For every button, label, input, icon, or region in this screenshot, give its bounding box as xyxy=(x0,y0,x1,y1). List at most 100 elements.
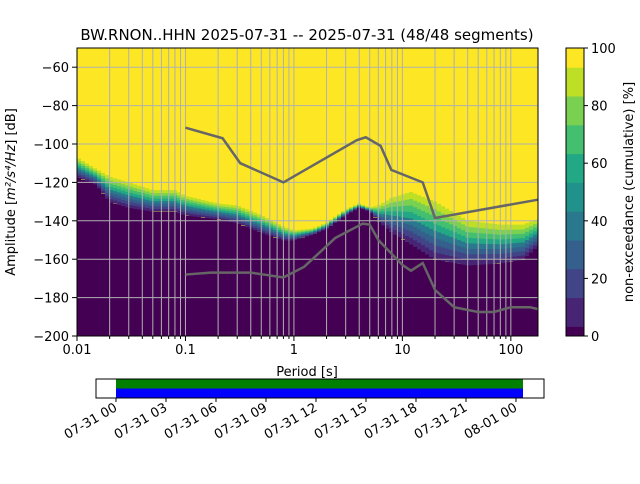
ppsd-cell xyxy=(301,235,305,237)
ppsd-cell xyxy=(529,240,533,245)
coverage-tick-label: 07-31 03 xyxy=(112,400,170,442)
x-tick-label: 100 xyxy=(498,343,523,358)
ppsd-column-0pct xyxy=(297,238,301,336)
ppsd-cell xyxy=(201,208,205,212)
ppsd-cell xyxy=(305,232,309,234)
ppsd-column-0pct xyxy=(161,212,165,336)
ppsd-cell xyxy=(201,212,205,216)
ppsd-cell xyxy=(397,226,401,232)
ppsd-cell xyxy=(81,167,85,171)
ppsd-cell xyxy=(289,231,293,234)
ppsd-cell xyxy=(517,251,521,256)
ppsd-cell xyxy=(117,198,121,202)
ppsd-cell xyxy=(297,230,301,233)
ppsd-column-0pct xyxy=(257,232,261,336)
ppsd-cell xyxy=(245,209,249,213)
ppsd-cell xyxy=(465,220,469,227)
ppsd-column-0pct xyxy=(125,206,129,336)
ppsd-cell xyxy=(421,210,425,218)
ppsd-cell xyxy=(221,207,225,211)
ppsd-column-0pct xyxy=(473,264,477,336)
ppsd-cell xyxy=(429,228,433,236)
ppsd-cell xyxy=(93,168,97,171)
ppsd-cell xyxy=(81,170,85,173)
ppsd-cell xyxy=(393,206,397,212)
ppsd-cell xyxy=(373,215,377,218)
ppsd-cell xyxy=(369,208,373,210)
ppsd-column-0pct xyxy=(337,220,341,336)
ppsd-cell xyxy=(313,229,317,232)
ppsd-cell xyxy=(157,208,161,212)
ppsd-cell xyxy=(273,227,277,231)
ppsd-cell xyxy=(221,215,225,219)
ppsd-cell xyxy=(517,255,521,261)
colorbar-segment xyxy=(566,240,584,251)
ppsd-cell xyxy=(397,195,401,202)
ppsd-cell xyxy=(321,224,325,226)
ppsd-cell xyxy=(301,230,305,232)
ppsd-cell xyxy=(397,216,401,222)
y-tick-label: −80 xyxy=(42,100,69,115)
ppsd-column-0pct xyxy=(153,212,157,336)
ppsd-cell xyxy=(313,231,317,233)
ppsd-cell xyxy=(449,230,453,238)
ppsd-cell xyxy=(337,216,341,218)
ppsd-cell xyxy=(529,236,533,242)
coverage-tick-label: 07-31 21 xyxy=(412,400,470,442)
ppsd-cell xyxy=(465,253,469,260)
ppsd-cell xyxy=(189,211,193,214)
ppsd-cell xyxy=(461,235,465,242)
ppsd-column-0pct xyxy=(245,226,249,336)
ppsd-cell xyxy=(301,229,305,231)
ppsd-cell xyxy=(105,178,109,182)
ppsd-cell xyxy=(257,214,261,217)
ppsd-cell xyxy=(517,237,521,243)
ppsd-cell xyxy=(125,184,129,189)
ppsd-cell xyxy=(89,178,93,181)
ppsd-cell xyxy=(469,232,473,239)
ppsd-cell xyxy=(505,243,509,249)
ppsd-cell xyxy=(317,226,321,228)
ppsd-cell xyxy=(169,203,173,207)
ppsd-column-0pct xyxy=(109,202,113,336)
ppsd-cell xyxy=(77,168,81,171)
ppsd-cell xyxy=(81,161,85,164)
ppsd-cell xyxy=(493,238,497,245)
ppsd-cell xyxy=(217,207,221,210)
ppsd-column-0pct xyxy=(177,212,181,336)
ppsd-cell xyxy=(309,234,313,236)
ppsd-cell xyxy=(225,214,229,218)
ppsd-column-0pct xyxy=(501,262,505,336)
ppsd-cell xyxy=(521,254,525,260)
ppsd-cell xyxy=(229,208,233,212)
ppsd-cell xyxy=(477,232,481,239)
ppsd-cell xyxy=(489,243,493,250)
ppsd-cell xyxy=(505,257,509,263)
ppsd-cell xyxy=(217,203,221,207)
ppsd-cell xyxy=(133,202,137,206)
ppsd-cell xyxy=(341,211,345,214)
ppsd-cell xyxy=(101,190,105,194)
ppsd-cell xyxy=(489,248,493,255)
ppsd-cell xyxy=(397,200,401,207)
ppsd-column-0pct xyxy=(309,234,313,336)
ppsd-cell xyxy=(501,248,505,254)
ppsd-column-0pct xyxy=(453,262,457,336)
colorbar-tick-label: 80 xyxy=(591,100,608,115)
ppsd-cell xyxy=(181,206,185,210)
ppsd-cell xyxy=(217,211,221,214)
ppsd-cell xyxy=(337,214,341,216)
ppsd-cell xyxy=(401,205,405,212)
ppsd-cell xyxy=(313,232,317,234)
ppsd-cell xyxy=(341,214,345,216)
ppsd-cell xyxy=(233,220,237,223)
ppsd-cell xyxy=(101,177,105,181)
ppsd-cell xyxy=(481,253,485,260)
ppsd-cell xyxy=(141,198,145,202)
ppsd-cell xyxy=(425,233,429,241)
ppsd-cell xyxy=(305,229,309,232)
ppsd-cell xyxy=(193,211,197,215)
ppsd-cell xyxy=(297,233,301,235)
ppsd-cell xyxy=(341,212,345,214)
coverage-tick-label: 07-31 00 xyxy=(62,400,120,442)
